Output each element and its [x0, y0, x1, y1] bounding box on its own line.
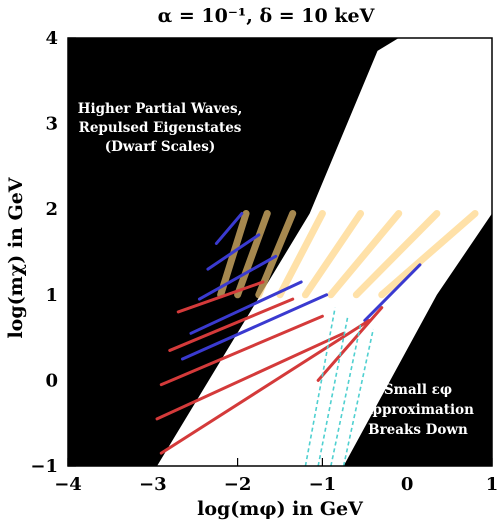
resonance-band-blue: [189, 280, 303, 335]
allowed-region: [157, 38, 493, 466]
resonance-band-light: [217, 209, 250, 299]
resonance-band-blue: [214, 211, 244, 245]
resonance-band-light: [301, 209, 365, 299]
dashed-boundary-curve: [304, 307, 336, 467]
x-tick-label: 0: [401, 474, 414, 495]
annotation-line-2: Approximation: [361, 402, 474, 418]
y-tick-label: 2: [45, 199, 58, 220]
annotation-line-2: Repulsed Eigenstates: [79, 120, 242, 136]
resonance-bands-light: [217, 209, 479, 299]
annotation-line-3: (Dwarf Scales): [105, 139, 216, 155]
x-tick-label: 1: [486, 474, 499, 495]
y-tick-label: 0: [45, 370, 58, 391]
resonance-band-light: [378, 209, 479, 299]
plot-area: [67, 37, 493, 467]
x-tick-label: −3: [139, 474, 167, 495]
y-axis-ticks: −1 0 1 2 3 4: [30, 28, 76, 477]
dashed-boundary-curve: [342, 328, 375, 467]
resonance-band-red: [159, 314, 324, 387]
resonance-band-light: [327, 209, 403, 299]
plot-frame: [67, 37, 493, 467]
resonance-band-red: [316, 306, 384, 382]
resonance-band-blue: [363, 263, 422, 322]
y-tick-label: 4: [45, 28, 58, 49]
annotation-line-1: Higher Partial Waves,: [78, 101, 243, 117]
resonance-bands-red: [155, 280, 384, 455]
x-axis-ticks: −4 −3 −2 −1 0 1: [54, 458, 498, 495]
resonance-band-light: [352, 209, 441, 299]
resonance-band-red: [155, 331, 346, 421]
resonance-band-blue: [206, 233, 261, 271]
resonance-band-light: [234, 209, 271, 299]
x-axis-label: log(mφ) in GeV: [197, 498, 364, 520]
dashed-boundary-curve: [317, 316, 349, 467]
dashed-boundary-curve: [330, 324, 362, 467]
y-axis-label: log(mχ) in GeV: [5, 176, 27, 338]
resonance-band-light: [255, 209, 297, 299]
resonance-bands-blue: [180, 211, 422, 361]
y-tick-label: 3: [45, 114, 58, 135]
y-tick-label: 1: [45, 285, 58, 306]
resonance-band-red: [176, 280, 265, 314]
resonance-band-blue: [180, 293, 329, 361]
chart-title: α = 10⁻¹, δ = 10 keV: [158, 5, 376, 27]
annotation-line-1: Small εφ: [384, 382, 452, 398]
x-tick-label: −1: [309, 474, 337, 495]
annotation-line-3: Breaks Down: [368, 422, 468, 438]
resonance-band-light: [276, 209, 326, 299]
resonance-band-red: [159, 318, 371, 455]
y-tick-label: −1: [30, 456, 58, 477]
annotation-lower-right: Small εφ Approximation Breaks Down: [361, 382, 474, 438]
resonance-band-blue: [197, 254, 278, 301]
x-tick-label: −4: [54, 474, 82, 495]
dashed-boundary-curves: [304, 307, 375, 467]
resonance-band-red: [168, 297, 295, 352]
x-tick-label: −2: [224, 474, 252, 495]
annotation-upper-left: Higher Partial Waves, Repulsed Eigenstat…: [78, 101, 243, 155]
